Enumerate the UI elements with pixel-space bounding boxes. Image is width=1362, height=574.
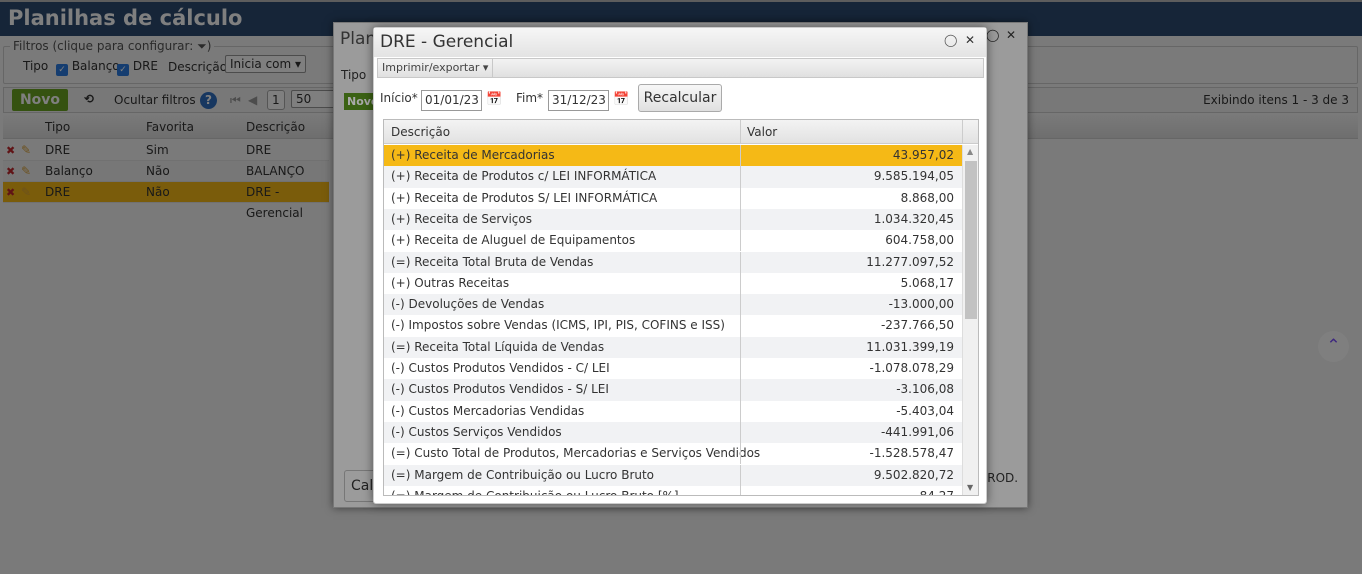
- row-descricao: (+) Receita de Produtos c/ LEI INFORMÁTI…: [391, 169, 657, 184]
- row-descricao: (-) Devoluções de Vendas: [391, 297, 545, 312]
- row-descricao: (=) Margem de Contribuição ou Lucro Brut…: [391, 488, 679, 496]
- column-divider: [740, 336, 741, 358]
- row-valor: 9.585.194,05: [873, 169, 954, 184]
- row-descricao: (+) Receita de Mercadorias: [391, 148, 555, 162]
- row-valor: -1.078.078,29: [869, 361, 955, 375]
- row-descricao: (=) Custo Total de Produtos, Mercadorias…: [391, 446, 761, 461]
- scroll-thumb[interactable]: [965, 161, 977, 319]
- column-divider: [740, 379, 741, 401]
- dre-row[interactable]: (+) Receita de Aluguel de Equipamentos 60…: [384, 230, 962, 252]
- column-divider: [740, 272, 741, 295]
- recalcular-button[interactable]: Recalcular: [638, 84, 722, 112]
- close-icon[interactable]: ✕: [965, 33, 976, 47]
- dre-row[interactable]: (-) Devoluções de Vendas -13.000,00: [384, 294, 962, 316]
- dre-dialog: DRE - Gerencial ◯ ✕ Imprimir/exportar ▾ …: [373, 27, 987, 504]
- row-descricao: (+) Receita de Serviços: [391, 211, 532, 226]
- dialog-toolbar: Imprimir/exportar ▾: [377, 58, 984, 78]
- close-icon[interactable]: ✕: [1006, 28, 1017, 42]
- dre-row[interactable]: (+) Receita de Produtos c/ LEI INFORMÁTI…: [384, 166, 962, 188]
- row-valor: 43.957,02: [892, 148, 954, 162]
- row-descricao: (-) Custos Produtos Vendidos - S/ LEI: [391, 382, 609, 397]
- column-divider: [740, 315, 741, 337]
- row-valor: 5.068,17: [900, 275, 954, 290]
- column-divider: [962, 120, 963, 144]
- column-divider: [740, 251, 741, 273]
- dre-row[interactable]: (=) Margem de Contribuição ou Lucro Brut…: [384, 485, 962, 496]
- row-valor: 1.034.320,45: [873, 211, 954, 226]
- row-descricao: (-) Custos Mercadorias Vendidas: [391, 403, 585, 418]
- column-divider: [740, 294, 741, 316]
- row-descricao: (=) Receita Total Líquida de Vendas: [391, 339, 605, 354]
- row-valor: 9.502.820,72: [873, 467, 954, 482]
- column-divider: [740, 187, 741, 209]
- inicio-input[interactable]: 01/01/23: [421, 90, 482, 111]
- fim-input[interactable]: 31/12/23: [548, 90, 609, 111]
- dre-row[interactable]: (=) Margem de Contribuição ou Lucro Brut…: [384, 464, 962, 486]
- scroll-up-icon[interactable]: ▲: [967, 147, 974, 156]
- scroll-down-icon[interactable]: ▼: [967, 483, 974, 492]
- dre-row[interactable]: (+) Outras Receitas 5.068,17: [384, 272, 962, 295]
- prod-text: PROD.: [980, 471, 1019, 485]
- column-divider: [740, 120, 741, 144]
- calendar-icon[interactable]: 📅: [613, 92, 630, 107]
- dialog-titlebar: DRE - Gerencial ◯ ✕: [374, 28, 986, 57]
- header-descricao[interactable]: Descrição: [391, 125, 451, 139]
- scrollbar[interactable]: ▲ ▼: [962, 145, 978, 495]
- export-label: Imprimir/exportar: [382, 61, 480, 74]
- row-descricao: (=) Receita Total Bruta de Vendas: [391, 254, 594, 269]
- dre-grid: Descrição Valor (+) Receita de Mercadori…: [383, 119, 979, 496]
- row-valor: 11.031.399,19: [866, 339, 954, 354]
- row-valor: 8.868,00: [900, 190, 954, 205]
- dre-grid-header: Descrição Valor: [384, 120, 978, 144]
- column-divider: [740, 421, 741, 444]
- column-divider: [740, 464, 741, 486]
- comment-icon[interactable]: ◯: [944, 33, 958, 47]
- header-valor[interactable]: Valor: [747, 125, 778, 139]
- row-valor: -13.000,00: [888, 297, 954, 312]
- background-dialog-title: Plan: [340, 29, 377, 49]
- dre-row[interactable]: (-) Custos Serviços Vendidos -441.991,06: [384, 421, 962, 444]
- row-descricao: (-) Impostos sobre Vendas (ICMS, IPI, PI…: [391, 318, 725, 333]
- dre-row[interactable]: (+) Receita de Serviços 1.034.320,45: [384, 208, 962, 231]
- row-valor: -1.528.578,47: [869, 446, 955, 461]
- export-menu[interactable]: Imprimir/exportar ▾: [378, 59, 494, 77]
- dre-row-selected[interactable]: (+) Receita de Mercadorias 43.957,02: [384, 145, 962, 167]
- row-valor: -3.106,08: [896, 382, 954, 397]
- row-valor: -237.766,50: [880, 318, 954, 333]
- fim-label: Fim*: [516, 91, 544, 105]
- tipo-label: Tipo: [341, 68, 367, 82]
- column-divider: [740, 145, 741, 167]
- row-descricao: (=) Margem de Contribuição ou Lucro Brut…: [391, 467, 655, 482]
- row-valor: -441.991,06: [880, 424, 954, 439]
- row-descricao: (-) Custos Produtos Vendidos - C/ LEI: [391, 361, 610, 375]
- dialog-title: DRE - Gerencial: [380, 32, 514, 52]
- dre-row[interactable]: (+) Receita de Produtos S/ LEI INFORMÁTI…: [384, 187, 962, 209]
- novo-button[interactable]: Novo: [344, 93, 382, 110]
- dre-row[interactable]: (-) Custos Mercadorias Vendidas -5.403,04: [384, 400, 962, 422]
- comment-icon[interactable]: ◯: [986, 28, 1000, 42]
- dre-row[interactable]: (=) Receita Total Bruta de Vendas 11.277.…: [384, 251, 962, 273]
- row-valor: -5.403,04: [896, 403, 954, 418]
- column-divider: [740, 485, 741, 495]
- row-valor: 11.277.097,52: [866, 254, 954, 269]
- dre-row[interactable]: (=) Custo Total de Produtos, Mercadorias…: [384, 443, 962, 465]
- column-divider: [740, 400, 741, 422]
- row-descricao: (-) Custos Serviços Vendidos: [391, 424, 562, 439]
- dre-row[interactable]: (-) Custos Produtos Vendidos - S/ LEI -3.…: [384, 379, 962, 401]
- row-descricao: (+) Receita de Produtos S/ LEI INFORMÁTI…: [391, 190, 658, 205]
- column-divider: [740, 166, 741, 188]
- row-valor: 84,27: [919, 488, 954, 496]
- row-descricao: (+) Receita de Aluguel de Equipamentos: [391, 233, 636, 248]
- row-descricao: (+) Outras Receitas: [391, 275, 510, 290]
- column-divider: [740, 208, 741, 231]
- column-divider: [740, 358, 741, 380]
- column-divider: [740, 443, 741, 465]
- calendar-icon[interactable]: 📅: [486, 92, 503, 107]
- dre-row[interactable]: (=) Receita Total Líquida de Vendas 11.03…: [384, 336, 962, 358]
- dre-row[interactable]: (-) Custos Produtos Vendidos - C/ LEI -1.…: [384, 358, 962, 380]
- inicio-label: Início*: [380, 91, 418, 105]
- column-divider: [740, 230, 741, 252]
- row-valor: 604.758,00: [885, 233, 954, 248]
- dre-row[interactable]: (-) Impostos sobre Vendas (ICMS, IPI, PI…: [384, 315, 962, 337]
